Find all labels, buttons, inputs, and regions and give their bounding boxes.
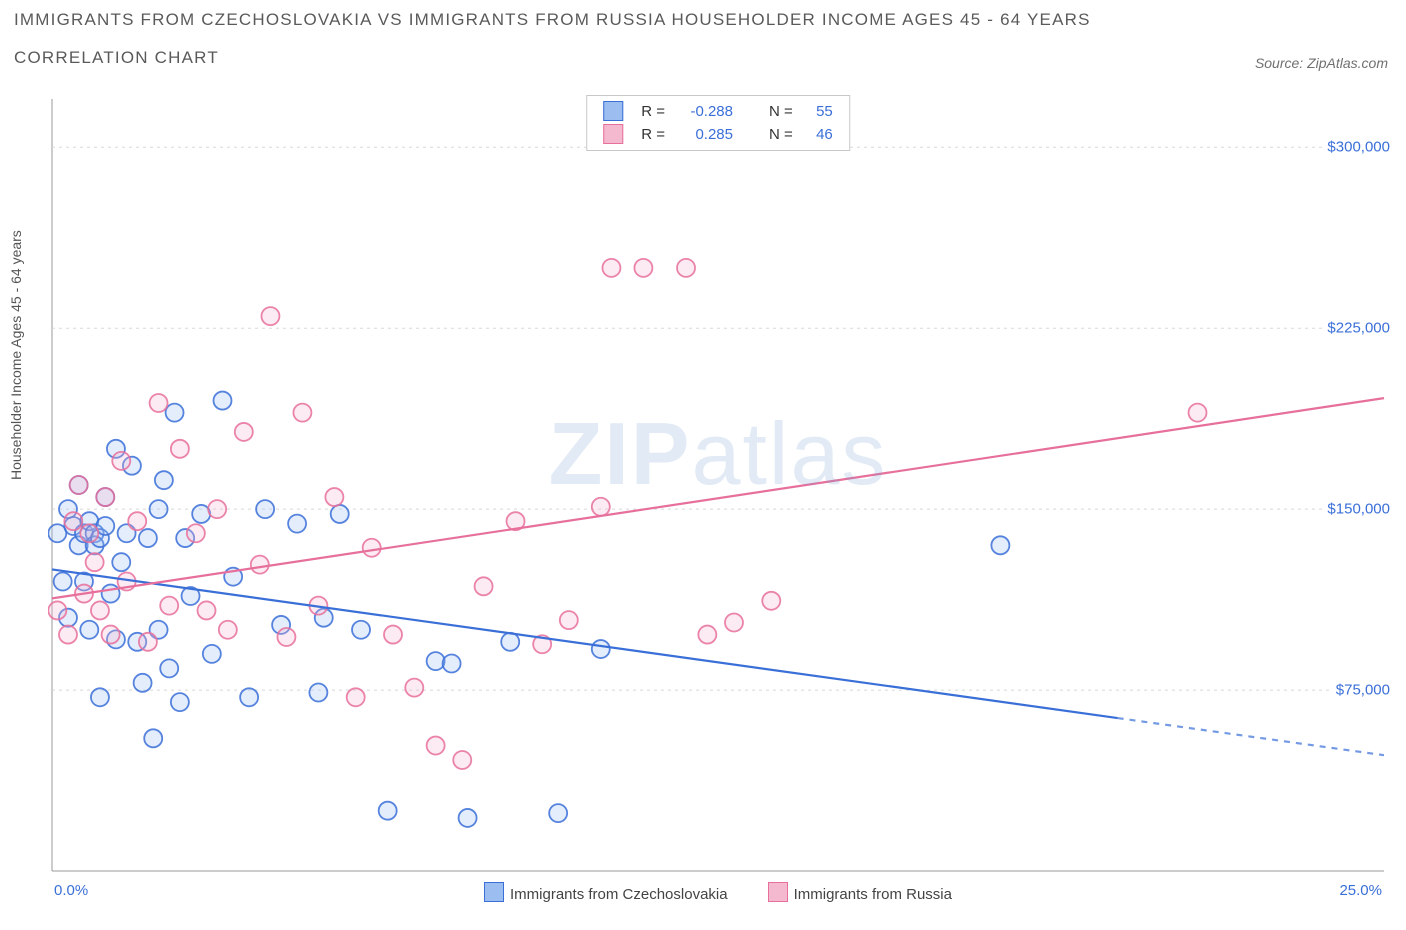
legend-stats: R =-0.288N =55R =0.285N =46	[586, 95, 850, 151]
legend-series-item: Immigrants from Czechoslovakia	[484, 882, 728, 903]
y-tick-label: $75,000	[1332, 682, 1390, 699]
x-tick-min: 0.0%	[54, 882, 88, 899]
source-attribution: Source: ZipAtlas.com	[1255, 55, 1388, 71]
y-tick-label: $150,000	[1323, 501, 1390, 518]
legend-stat-row: R =-0.288N =55	[597, 100, 839, 123]
y-tick-label: $225,000	[1323, 320, 1390, 337]
plot-area: ZIPatlas $75,000$150,000$225,000$300,000…	[48, 95, 1388, 875]
y-axis-label: Householder Income Ages 45 - 64 years	[8, 230, 24, 480]
y-tick-label: $300,000	[1323, 139, 1390, 156]
legend-series-item: Immigrants from Russia	[768, 882, 952, 903]
chart-title-line2: CORRELATION CHART	[14, 48, 1392, 68]
scatter-chart	[48, 95, 1388, 875]
chart-title-line1: IMMIGRANTS FROM CZECHOSLOVAKIA VS IMMIGR…	[14, 10, 1392, 30]
legend-series: 0.0% Immigrants from Czechoslovakia Immig…	[48, 882, 1388, 903]
x-tick-max: 25.0%	[1339, 882, 1382, 899]
legend-stat-row: R =0.285N =46	[597, 123, 839, 146]
